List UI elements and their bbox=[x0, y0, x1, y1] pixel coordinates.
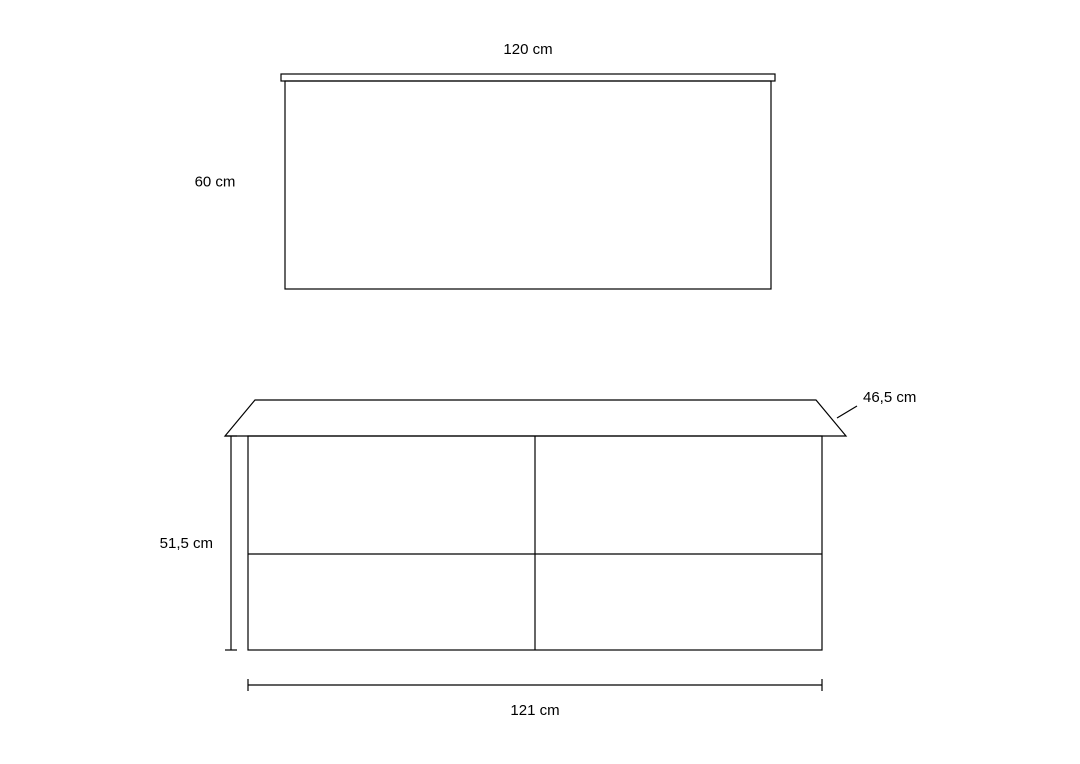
depth-leader bbox=[837, 406, 857, 418]
mirror-width-label: 120 cm bbox=[503, 41, 552, 58]
worktop bbox=[225, 400, 846, 436]
width-label: 121 cm bbox=[510, 702, 559, 719]
mirror-lip bbox=[281, 74, 775, 81]
height-label: 51,5 cm bbox=[160, 535, 213, 552]
mirror-height-label: 60 cm bbox=[195, 174, 236, 191]
mirror-body bbox=[285, 81, 771, 289]
depth-label: 46,5 cm bbox=[863, 389, 916, 406]
